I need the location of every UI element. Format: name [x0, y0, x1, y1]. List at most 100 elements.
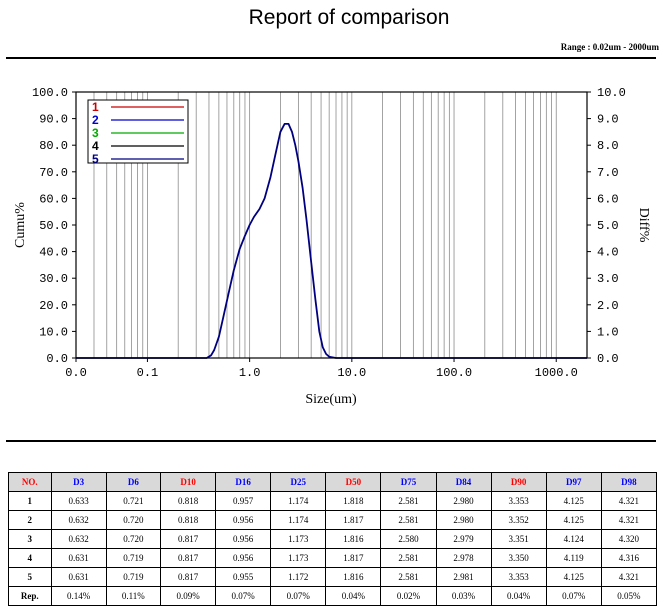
x-axis-label: Size(um) [305, 392, 357, 407]
table-cell: 2.979 [435, 529, 492, 549]
y-tick-label-left: 100.0 [32, 86, 68, 100]
y-tick-label-right: 7.0 [597, 166, 619, 180]
table-cell: 1.173 [270, 529, 327, 549]
table-cell: 0.956 [215, 510, 272, 530]
table-cell: 2.581 [380, 548, 437, 568]
table-cell: 1.174 [270, 510, 327, 530]
table-cell: 0.720 [105, 529, 162, 549]
legend-label-3: 3 [92, 126, 99, 140]
y-tick-label-left: 80.0 [39, 139, 68, 153]
table-cell: 1.817 [325, 510, 382, 530]
table-cell: 0.631 [50, 548, 107, 568]
y-tick-label-left: 0.0 [46, 352, 68, 366]
x-tick-label: 1.0 [239, 366, 261, 380]
table-cell: 3.352 [490, 510, 547, 530]
table-cell: 1.174 [270, 491, 327, 511]
table-header-row: NO. D3 D6 D10 D16 D25 D50 D75 D84 D90 D97 D98 [8, 472, 658, 492]
y-axis-label-left: Cumu% [13, 202, 28, 248]
table-cell: 2.580 [380, 529, 437, 549]
table-header-d97: D97 [545, 472, 602, 492]
top-divider [6, 57, 656, 59]
table-cell: 3.353 [490, 567, 547, 587]
table-cell: 4.125 [545, 510, 602, 530]
table-header-d6: D6 [105, 472, 162, 492]
y-tick-label-right: 10.0 [597, 86, 626, 100]
table-cell: 0.817 [160, 529, 217, 549]
legend-box [87, 99, 189, 164]
table-cell: 1.173 [270, 548, 327, 568]
table-cell: 2.980 [435, 491, 492, 511]
percentile-table: NO. D3 D6 D10 D16 D25 D50 D75 D84 D90 D97 D98 1 0.63… [8, 472, 658, 606]
table-row: Rep. 0.14% 0.11% 0.09% 0.07% 0.07% 0.04% 0.02% 0… [8, 586, 658, 606]
table-cell: 0.05% [600, 586, 658, 606]
x-tick-label: 100.0 [436, 366, 472, 380]
table-cell: 0.07% [270, 586, 327, 606]
series-line-5 [76, 123, 587, 359]
table-cell: 0.14% [50, 586, 107, 606]
table-cell: 2.978 [435, 548, 492, 568]
table-row: 1 0.633 0.721 0.818 0.957 1.174 1.818 2.581 2.98… [8, 491, 658, 511]
table-cell: 0.956 [215, 548, 272, 568]
table-cell: 4.119 [545, 548, 602, 568]
table-cell: 1.816 [325, 567, 382, 587]
table-cell: 0.719 [105, 548, 162, 568]
table-row: 5 0.631 0.719 0.817 0.955 1.172 1.816 2.581 2.98… [8, 567, 658, 587]
legend-label-4: 4 [92, 139, 99, 153]
table-cell: 2.980 [435, 510, 492, 530]
table-cell: 0.04% [490, 586, 547, 606]
table-row-label: 2 [8, 510, 52, 530]
table-cell: 0.817 [160, 567, 217, 587]
table-row: 4 0.631 0.719 0.817 0.956 1.173 1.817 2.581 2.97… [8, 548, 658, 568]
table-cell: 4.321 [600, 491, 658, 511]
table-cell: 1.817 [325, 548, 382, 568]
table-header-d75: D75 [380, 472, 437, 492]
x-tick-label: 10.0 [337, 366, 366, 380]
table-cell: 0.720 [105, 510, 162, 530]
table-cell: 0.957 [215, 491, 272, 511]
size-distribution-chart: 0.010.020.030.040.050.060.070.080.090.01… [13, 86, 651, 407]
table-row-label: 5 [8, 567, 52, 587]
legend-label-2: 2 [92, 113, 99, 127]
table-cell: 1.816 [325, 529, 382, 549]
table-cell: 2.981 [435, 567, 492, 587]
table-cell: 0.818 [160, 510, 217, 530]
y-tick-label-right: 6.0 [597, 192, 619, 206]
axis-ticks: 0.010.020.030.040.050.060.070.080.090.01… [32, 86, 626, 380]
table-header-d98: D98 [600, 472, 658, 492]
table-cell: 0.719 [105, 567, 162, 587]
y-tick-label-left: 40.0 [39, 246, 68, 260]
table-row: 2 0.632 0.720 0.818 0.956 1.174 1.817 2.581 2.98… [8, 510, 658, 530]
table-header-d50: D50 [325, 472, 382, 492]
table-cell: 0.03% [435, 586, 492, 606]
y-tick-label-left: 70.0 [39, 166, 68, 180]
table-cell: 0.632 [50, 529, 107, 549]
table-header-d16: D16 [215, 472, 272, 492]
table-cell: 4.321 [600, 510, 658, 530]
table-cell: 0.633 [50, 491, 107, 511]
table-cell: 0.955 [215, 567, 272, 587]
table-cell: 0.631 [50, 567, 107, 587]
table-row-label: 1 [8, 491, 52, 511]
y-tick-label-left: 10.0 [39, 325, 68, 339]
y-tick-label-right: 5.0 [597, 219, 619, 233]
y-tick-label-right: 2.0 [597, 299, 619, 313]
y-tick-label-right: 1.0 [597, 325, 619, 339]
y-tick-label-right: 4.0 [597, 246, 619, 260]
y-tick-label-left: 30.0 [39, 272, 68, 286]
table-cell: 1.818 [325, 491, 382, 511]
table-cell: 1.172 [270, 567, 327, 587]
legend-label-1: 1 [92, 100, 99, 114]
table-cell: 0.817 [160, 548, 217, 568]
y-tick-label-left: 50.0 [39, 219, 68, 233]
table-cell: 3.353 [490, 491, 547, 511]
table-cell: 0.04% [325, 586, 382, 606]
table-header-d84: D84 [435, 472, 492, 492]
legend-label-5: 5 [92, 152, 99, 166]
table-row-label: 4 [8, 548, 52, 568]
y-axis-label-right: Diff% [636, 208, 651, 243]
table-cell: 2.581 [380, 491, 437, 511]
y-tick-label-right: 3.0 [597, 272, 619, 286]
table-cell: 0.02% [380, 586, 437, 606]
table-row-label: 3 [8, 529, 52, 549]
